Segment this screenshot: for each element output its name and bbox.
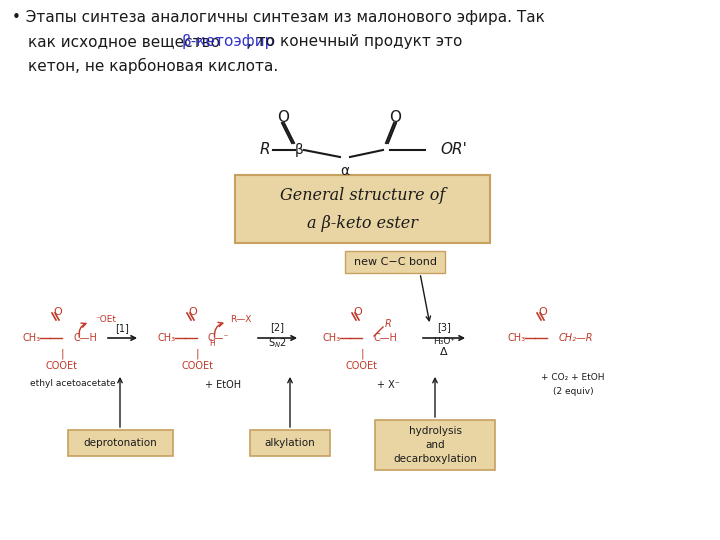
Text: |: | (60, 349, 64, 359)
FancyArrowPatch shape (79, 323, 86, 338)
Text: hydrolysis: hydrolysis (408, 426, 462, 436)
Text: O: O (53, 307, 63, 317)
Text: R—X: R—X (230, 315, 251, 325)
Text: CH₃: CH₃ (323, 333, 341, 343)
Text: decarboxylation: decarboxylation (393, 454, 477, 464)
Text: C—H: C—H (374, 333, 398, 343)
Text: , то конечный продукт это: , то конечный продукт это (247, 34, 462, 49)
Text: new C−C bond: new C−C bond (354, 257, 436, 267)
Text: ethyl acetoacetate: ethyl acetoacetate (30, 380, 116, 388)
Text: CH₂—R: CH₂—R (559, 333, 593, 343)
Text: α: α (341, 164, 350, 178)
Text: H₃O⁺: H₃O⁺ (433, 336, 455, 346)
Text: COOEt: COOEt (346, 361, 378, 371)
Text: C—H: C—H (74, 333, 98, 343)
Text: (2 equiv): (2 equiv) (553, 387, 593, 395)
Text: + EtOH: + EtOH (205, 380, 241, 390)
Text: R: R (260, 143, 270, 158)
Text: H: H (209, 339, 215, 348)
Text: O: O (354, 307, 362, 317)
Text: Δ: Δ (440, 347, 448, 357)
Text: COOEt: COOEt (46, 361, 78, 371)
Text: |: | (195, 349, 199, 359)
FancyBboxPatch shape (235, 175, 490, 243)
Text: как исходное вещество: как исходное вещество (28, 34, 225, 49)
Text: S$_N$2: S$_N$2 (268, 336, 287, 350)
Text: alkylation: alkylation (265, 438, 315, 448)
FancyBboxPatch shape (345, 251, 445, 273)
FancyBboxPatch shape (68, 430, 173, 456)
Text: OR': OR' (440, 143, 467, 158)
Text: + CO₂ + EtOH: + CO₂ + EtOH (541, 374, 605, 382)
Text: • Этапы синтеза аналогичны синтезам из малонового эфира. Так: • Этапы синтеза аналогичны синтезам из м… (12, 10, 545, 25)
Text: O: O (189, 307, 197, 317)
Text: [3]: [3] (437, 322, 451, 332)
Text: O: O (277, 111, 289, 125)
Text: + X⁻: + X⁻ (377, 380, 400, 390)
Text: O: O (539, 307, 547, 317)
Text: CH₃: CH₃ (23, 333, 41, 343)
Text: [1]: [1] (116, 323, 130, 333)
Text: O: O (389, 111, 401, 125)
Text: ⁻OEt: ⁻OEt (95, 315, 116, 325)
FancyBboxPatch shape (250, 430, 330, 456)
Text: |: | (360, 349, 364, 359)
FancyArrowPatch shape (215, 322, 222, 338)
Text: a β-keto ester: a β-keto ester (307, 214, 418, 232)
Text: β: β (294, 143, 303, 157)
Text: COOEt: COOEt (181, 361, 213, 371)
Text: β-кетоэфир: β-кетоэфир (182, 34, 275, 49)
Text: deprotonation: deprotonation (83, 438, 157, 448)
Text: General structure of: General structure of (280, 186, 445, 204)
FancyBboxPatch shape (375, 420, 495, 470)
Text: C—⁻: C—⁻ (207, 333, 229, 343)
Text: CH₃: CH₃ (508, 333, 526, 343)
Text: R: R (384, 319, 392, 329)
Text: [2]: [2] (271, 322, 284, 332)
Text: and: and (426, 440, 445, 450)
Text: CH₃: CH₃ (158, 333, 176, 343)
Text: кетон, не карбоновая кислота.: кетон, не карбоновая кислота. (28, 58, 278, 74)
